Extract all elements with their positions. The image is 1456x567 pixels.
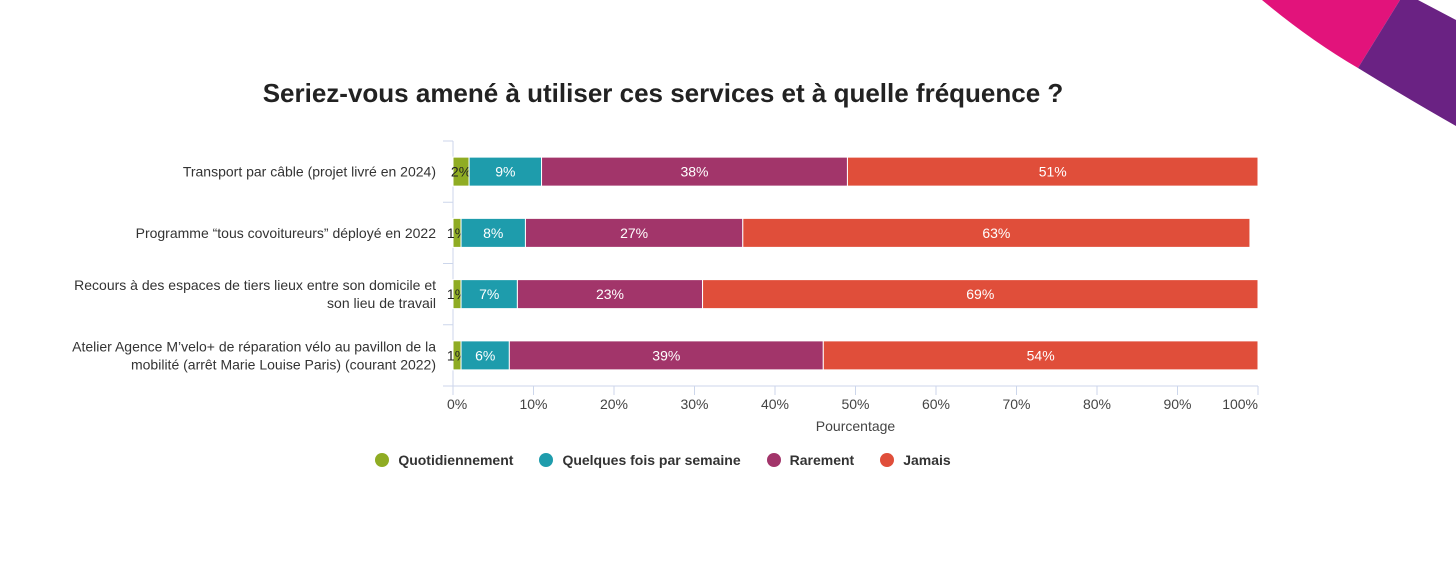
bar-data-label: 23%: [596, 286, 624, 302]
x-tick-label: 50%: [841, 396, 869, 412]
bar-segment: [460, 217, 526, 248]
x-tick-label: 30%: [680, 396, 708, 412]
magenta-arc-decoration: [1262, 0, 1400, 68]
bar-data-label: 54%: [1027, 347, 1055, 363]
x-tick-label: 20%: [600, 396, 628, 412]
legend-swatch-icon: [375, 453, 390, 467]
bar-data-label: 2%: [451, 164, 471, 180]
x-tick-label: 100%: [1222, 396, 1258, 412]
legend-item[interactable]: Quotidiennement: [375, 452, 513, 468]
bar-data-label: 38%: [680, 164, 708, 180]
bar-segment: [846, 156, 1259, 187]
bar-data-label: 7%: [479, 286, 499, 302]
legend: Quotidiennement Quelques fois par semaine…: [0, 452, 1326, 468]
legend-swatch-icon: [880, 453, 895, 467]
chart-title: Seriez-vous amené à utiliser ces service…: [262, 78, 1064, 108]
legend-label: Quotidiennement: [398, 452, 514, 468]
bar-segment: [822, 340, 1259, 371]
bar-data-label: 6%: [475, 347, 495, 363]
category-label: son lieu de travail: [327, 295, 436, 311]
bar-data-label: 27%: [620, 225, 648, 241]
bar-data-label: 51%: [1039, 164, 1067, 180]
bar-data-label: 69%: [966, 286, 994, 302]
x-tick-label: 10%: [519, 396, 547, 412]
bar-segment: [541, 156, 848, 187]
bar-data-label: 9%: [495, 164, 515, 180]
bar-segment: [702, 279, 1259, 310]
bar-segment: [524, 217, 744, 248]
x-axis-title: Pourcentage: [816, 418, 896, 434]
legend-label: Quelques fois par semaine: [562, 452, 741, 468]
category-label: Recours à des espaces de tiers lieux ent…: [74, 277, 436, 293]
x-tick-label: 60%: [922, 396, 950, 412]
legend-label: Rarement: [789, 452, 855, 468]
purple-arc-decoration: [1358, 0, 1456, 126]
category-label: Transport par câble (projet livré en 202…: [183, 164, 436, 180]
bar-segment: [516, 279, 704, 310]
legend-swatch-icon: [766, 453, 781, 467]
x-tick-label: 90%: [1163, 396, 1191, 412]
legend-item[interactable]: Rarement: [766, 452, 855, 468]
x-tick-label: 80%: [1083, 396, 1111, 412]
category-label: Atelier Agence M’velo+ de réparation vél…: [72, 338, 436, 354]
x-tick-label: 70%: [1002, 396, 1030, 412]
bar-segment: [742, 217, 1251, 248]
x-tick-label: 40%: [761, 396, 789, 412]
bar-segment: [460, 279, 518, 310]
bar-data-label: 63%: [982, 225, 1010, 241]
category-label: mobilité (arrêt Marie Louise Paris) (cou…: [131, 356, 436, 372]
bar-data-label: 39%: [652, 347, 680, 363]
bar-data-label: 8%: [483, 225, 503, 241]
legend-item[interactable]: Jamais: [880, 452, 951, 468]
legend-label: Jamais: [903, 452, 951, 468]
legend-item[interactable]: Quelques fois par semaine: [539, 452, 741, 468]
x-tick-label: 0%: [447, 396, 467, 412]
legend-swatch-icon: [539, 453, 554, 467]
category-label: Programme “tous covoitureurs” déployé en…: [136, 225, 437, 241]
